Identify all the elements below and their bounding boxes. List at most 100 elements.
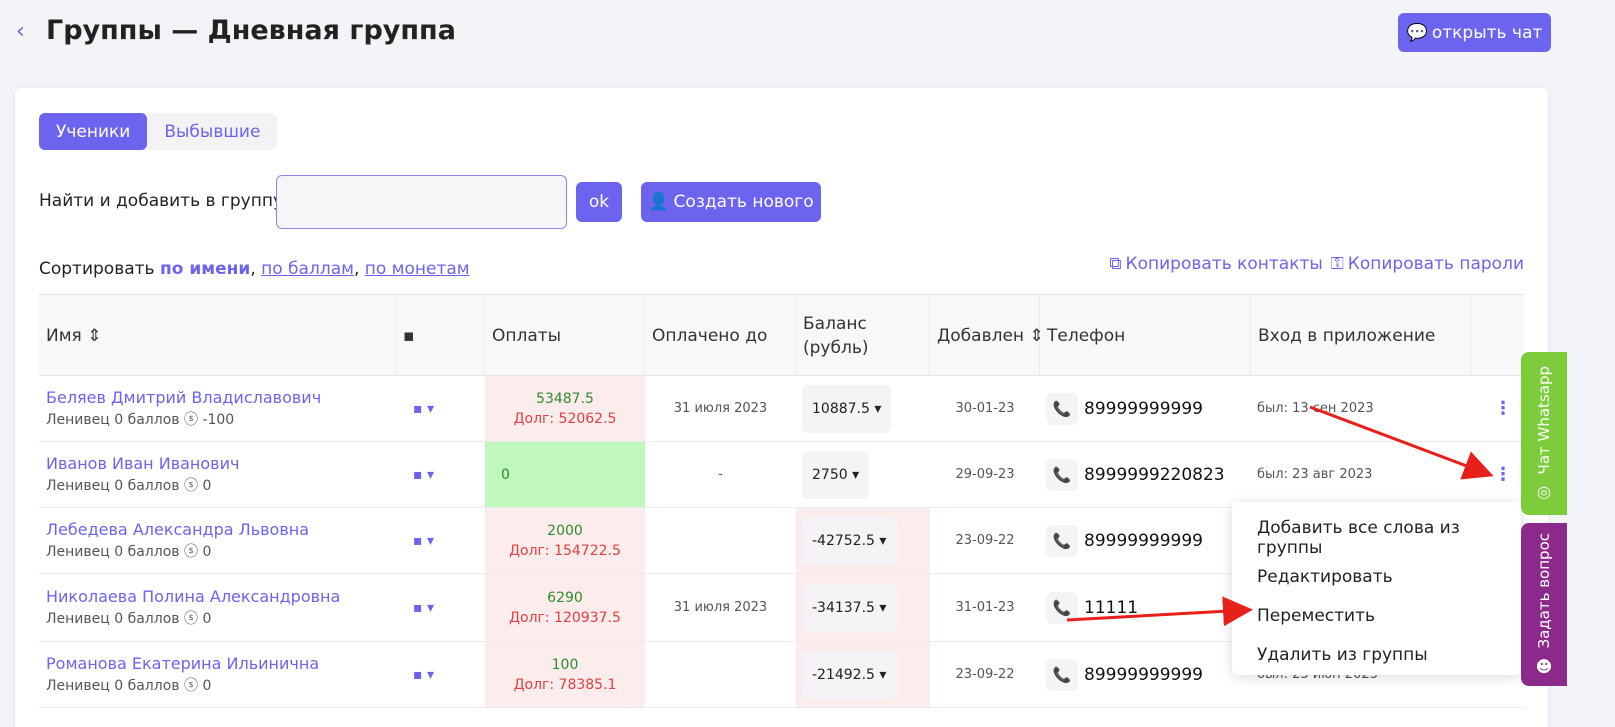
paid-amount: 0 xyxy=(501,466,510,483)
student-level: Ленивец 0 баллов xyxy=(46,611,180,627)
menu-add-all-words[interactable]: Добавить все слова из группы xyxy=(1257,517,1460,558)
name-cell: Романова Екатерина Ильинична Ленивец 0 б… xyxy=(46,642,319,707)
col-chat: ▪ xyxy=(396,295,485,376)
added-date: 30-01-23 xyxy=(955,401,1015,416)
menu-move[interactable]: Переместить xyxy=(1257,605,1375,626)
student-name-link[interactable]: Иванов Иван Иванович xyxy=(46,454,240,473)
ask-question-label: Задать вопрос xyxy=(1535,533,1553,649)
whatsapp-chat-tab[interactable]: Чат Whatsapp ◎ xyxy=(1521,352,1567,515)
paid-until-cell xyxy=(645,508,796,573)
open-chat-button[interactable]: 💬 открыть чат xyxy=(1398,13,1551,52)
chat-icon[interactable]: ▪ ▾ xyxy=(413,466,434,483)
phone-icon[interactable]: 📞 xyxy=(1046,658,1078,691)
tab-dropped[interactable]: Выбывшие xyxy=(164,121,261,142)
more-vertical-icon[interactable]: ⋮ xyxy=(1494,397,1512,419)
student-name-link[interactable]: Беляев Дмитрий Владиславович xyxy=(46,388,322,407)
copy-contacts-link[interactable]: ⧉ Копировать контакты xyxy=(1109,254,1322,274)
phone-cell: 📞 8999999220823 xyxy=(1046,442,1225,507)
chat-icon[interactable]: ▪ ▾ xyxy=(413,666,434,683)
sort-sep-1: , xyxy=(250,259,256,279)
student-info: Ленивец 0 баллов ⓢ 0 xyxy=(46,541,309,561)
chat-icon[interactable]: ▪ ▾ xyxy=(413,599,434,616)
menu-edit[interactable]: Редактировать xyxy=(1257,566,1393,587)
col-paid-until: Оплачено до xyxy=(645,295,796,376)
table-row: Беляев Дмитрий Владиславович Ленивец 0 б… xyxy=(39,376,1524,442)
create-new-button[interactable]: 👤 Создать нового xyxy=(641,182,821,222)
student-info: Ленивец 0 баллов ⓢ 0 xyxy=(46,675,319,695)
phone-icon[interactable]: 📞 xyxy=(1046,458,1078,491)
sort-by-points[interactable]: по баллам xyxy=(261,259,354,279)
find-label: Найти и добавить в группу: xyxy=(39,191,289,211)
sort-sep-2: , xyxy=(353,259,360,279)
col-added-label: Добавлен xyxy=(937,325,1025,346)
chat-icon[interactable]: ▪ ▾ xyxy=(413,532,434,549)
coin-icon: ⓢ xyxy=(183,678,198,694)
student-coins: 0 xyxy=(202,544,212,560)
chat-cell[interactable]: ▪ ▾ xyxy=(413,376,434,441)
phone-icon[interactable]: 📞 xyxy=(1046,392,1078,425)
chat-cell[interactable]: ▪ ▾ xyxy=(413,642,434,707)
chat-cell[interactable]: ▪ ▾ xyxy=(413,442,434,507)
col-login: Вход в приложение xyxy=(1251,295,1471,376)
page-title: Группы — Дневная группа xyxy=(46,15,456,46)
whatsapp-label: Чат Whatsapp xyxy=(1535,365,1553,475)
chat-cell[interactable]: ▪ ▾ xyxy=(413,574,434,641)
added-cell: 29-09-23 xyxy=(930,442,1040,507)
student-level: Ленивец 0 баллов xyxy=(46,478,180,494)
balance-dropdown[interactable]: -42752.5 ▾ xyxy=(802,516,898,565)
ok-button[interactable]: ok xyxy=(576,182,622,222)
chevron-left-icon[interactable]: ‹ xyxy=(16,19,25,44)
student-name-link[interactable]: Николаева Полина Александровна xyxy=(46,587,341,606)
sort-row: Сортировать по имени, по баллам, по моне… xyxy=(39,259,470,279)
copy-passwords-link[interactable]: ⚿ Копировать пароли xyxy=(1331,254,1524,274)
login-cell: был: 23 авг 2023 xyxy=(1257,442,1372,507)
phone-number: 11111 xyxy=(1084,597,1139,618)
login-cell: был: 13 сен 2023 xyxy=(1257,376,1374,441)
debt-amount: Долг: 78385.1 xyxy=(513,676,617,693)
sort-icon: ⇕ xyxy=(87,325,102,346)
paid-until-cell: - xyxy=(645,442,796,507)
added-date: 31-01-23 xyxy=(955,600,1015,615)
student-name-link[interactable]: Лебедева Александра Львовна xyxy=(46,520,310,539)
table-row: Иванов Иван Иванович Ленивец 0 баллов ⓢ … xyxy=(39,442,1524,508)
payments-cell: 2000 Долг: 154722.5 xyxy=(485,508,645,573)
table-row: Николаева Полина Александровна Ленивец 0… xyxy=(39,574,1524,642)
row-menu[interactable]: ⋮ xyxy=(1494,442,1512,507)
menu-remove[interactable]: Удалить из группы xyxy=(1257,644,1428,665)
phone-icon[interactable]: 📞 xyxy=(1046,524,1078,557)
student-coins: -100 xyxy=(202,412,235,428)
name-cell: Лебедева Александра Львовна Ленивец 0 ба… xyxy=(46,508,309,573)
student-coins: 0 xyxy=(202,611,212,627)
whatsapp-icon: ◎ xyxy=(1537,482,1551,502)
balance-cell: -21492.5 ▾ xyxy=(796,642,930,707)
more-vertical-icon[interactable]: ⋮ xyxy=(1494,463,1512,485)
row-menu[interactable]: ⋮ xyxy=(1494,376,1512,441)
copy-contacts-label: Копировать контакты xyxy=(1125,254,1323,274)
debt-amount: Долг: 120937.5 xyxy=(509,609,621,626)
sort-by-coins[interactable]: по монетам xyxy=(364,259,470,279)
sort-by-name[interactable]: по имени xyxy=(159,259,251,279)
name-cell: Иванов Иван Иванович Ленивец 0 баллов ⓢ … xyxy=(46,442,239,507)
phone-icon[interactable]: 📞 xyxy=(1046,591,1078,624)
chat-icon[interactable]: ▪ ▾ xyxy=(413,400,434,417)
debt-amount: Долг: 52062.5 xyxy=(513,410,617,427)
coin-icon: ⓢ xyxy=(183,611,198,627)
chat-cell[interactable]: ▪ ▾ xyxy=(413,508,434,573)
col-name[interactable]: Имя ⇕ xyxy=(39,295,396,376)
find-input[interactable] xyxy=(276,175,567,229)
key-icon: ⚿ xyxy=(1330,254,1344,274)
added-date: 23-09-22 xyxy=(955,533,1015,548)
balance-dropdown[interactable]: 10887.5 ▾ xyxy=(802,384,892,433)
col-added[interactable]: Добавлен ⇕ xyxy=(930,295,1044,376)
ask-question-tab[interactable]: Задать вопрос ☻ xyxy=(1521,523,1567,686)
debt-amount: Долг: 154722.5 xyxy=(509,542,621,559)
coin-icon: ⓢ xyxy=(183,478,198,494)
balance-dropdown[interactable]: 2750 ▾ xyxy=(802,450,870,499)
paid-until-date: 31 июля 2023 xyxy=(673,401,768,416)
balance-dropdown[interactable]: -34137.5 ▾ xyxy=(802,583,898,632)
balance-dropdown[interactable]: -21492.5 ▾ xyxy=(802,650,898,699)
student-info: Ленивец 0 баллов ⓢ 0 xyxy=(46,608,340,628)
student-name-link[interactable]: Романова Екатерина Ильинична xyxy=(46,654,320,673)
added-cell: 23-09-22 xyxy=(930,642,1040,707)
tab-students[interactable]: Ученики xyxy=(39,113,148,150)
